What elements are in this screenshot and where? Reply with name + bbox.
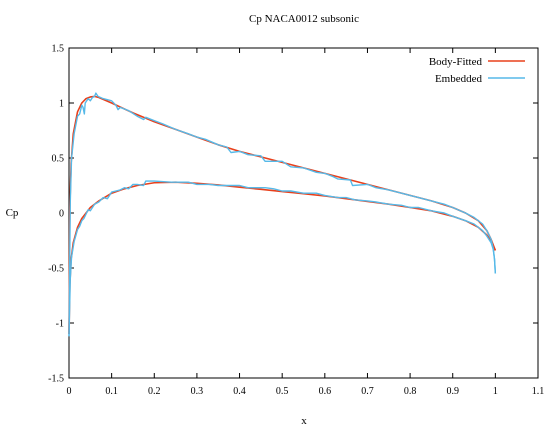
series-line-body-fitted-lower (68, 181, 497, 335)
legend-label-embedded: Embedded (435, 73, 483, 85)
chart-title: Cp NACA0012 subsonic (249, 13, 359, 25)
x-tick-label: 0.2 (148, 386, 161, 397)
series-line-body-fitted-upper (68, 95, 497, 335)
series-line-embedded-upper (68, 92, 497, 337)
x-axis-label: x (301, 415, 307, 427)
x-tick-label: 0.9 (446, 386, 459, 397)
x-tick-label: 0.5 (276, 386, 289, 397)
y-tick-label: -0.5 (48, 264, 64, 275)
legend: Body-Fitted Embedded (429, 56, 525, 85)
series-layer (68, 92, 497, 337)
x-tick-label: 0.7 (361, 386, 374, 397)
x-tick-label: 0.4 (233, 386, 246, 397)
x-tick-label: 0.8 (404, 386, 417, 397)
y-tick-label: 1.5 (52, 44, 65, 55)
y-tick-label: 1 (59, 99, 64, 110)
x-tick-label: 0.6 (319, 386, 332, 397)
x-tick-label: 0.3 (191, 386, 204, 397)
x-tick-label: 1 (493, 386, 498, 397)
y-tick-label: 0 (59, 209, 64, 220)
y-tick-label: -1 (56, 319, 64, 330)
plot-area: 0 0.1 0.2 0.3 0.4 0.5 0.6 0.7 0.8 0.9 1 1.1 1.5 1 0.5 0… (48, 44, 544, 398)
plot-frame (68, 47, 539, 379)
legend-label-body-fitted: Body-Fitted (429, 56, 483, 68)
x-tick-label: 1.1 (532, 386, 545, 397)
y-tick-label: 0.5 (52, 154, 65, 165)
x-tick-label: 0.1 (105, 386, 118, 397)
axis-ticks: 0 0.1 0.2 0.3 0.4 0.5 0.6 0.7 0.8 0.9 1 1.1 1.5 1 0.5 0… (48, 44, 544, 398)
series-line-embedded-lower (68, 180, 497, 337)
y-tick-label: -1.5 (48, 374, 64, 385)
y-axis-label: Cp (6, 207, 19, 219)
x-tick-label: 0 (67, 386, 72, 397)
